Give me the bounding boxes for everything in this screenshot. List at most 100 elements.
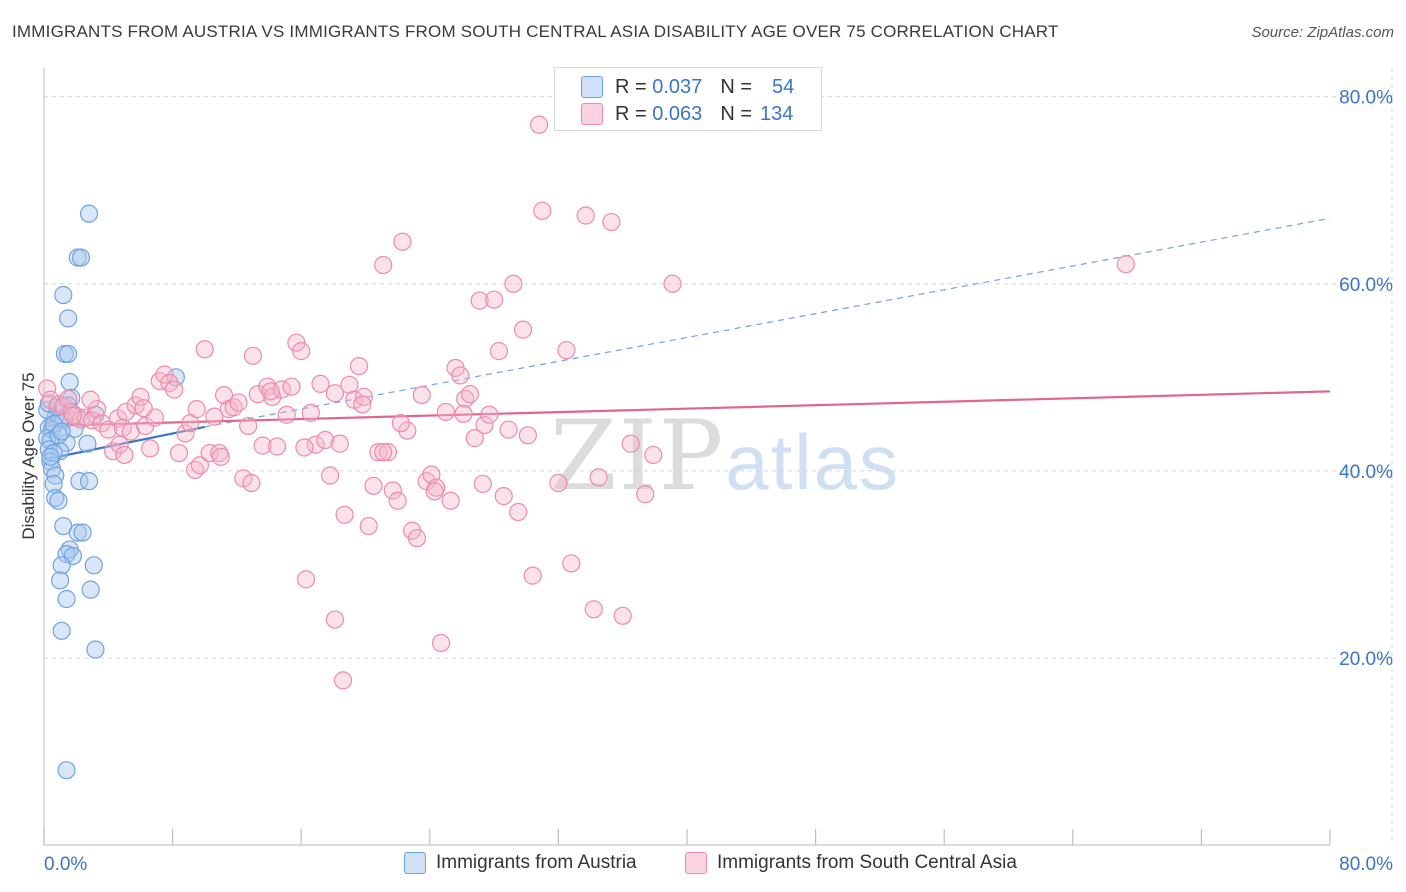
south-central-asia-point [412,385,431,405]
south-central-asia-point [436,402,455,422]
south-central-asia-point [374,443,393,462]
bottom-legend-swatch-south-central-asia [685,852,707,874]
source-label[interactable]: Source: ZipAtlas.com [1251,24,1394,41]
south-central-asia-point [353,395,372,414]
south-central-asia-point [239,416,258,436]
south-central-asia-point [187,400,206,419]
austria-point [57,589,76,609]
south-central-asia-point [359,516,378,536]
south-central-asia-point [364,476,383,495]
south-central-asia-point [549,473,568,493]
austria-point [44,474,63,494]
x-tick-label-max: 80.0% [1339,854,1393,875]
austria-point [52,621,71,640]
south-central-asia-point [584,600,603,619]
south-central-asia-point [190,456,210,475]
trend-lines [43,217,1331,461]
south-central-asia-point [282,377,301,396]
austria-point [60,372,79,392]
south-central-asia-point [292,342,311,361]
south-central-asia-point [295,438,314,457]
south-central-asia-point [1116,255,1135,274]
south-central-asia-point [391,414,410,433]
austria-point [41,447,60,466]
south-central-asia-point [134,399,153,418]
south-central-asia-point [441,491,460,510]
austria-point [73,523,92,542]
south-central-asia-point [383,481,402,500]
austria-point [71,248,91,267]
south-central-asia-point [530,115,549,134]
south-central-asia-point [589,468,608,487]
series-south-central-asia-points [38,115,1135,690]
south-central-asia-point [200,443,219,463]
austria-point [78,434,97,453]
south-central-asia-point [205,407,224,426]
south-central-asia-point [354,387,373,407]
legend-swatch-austria [581,76,603,98]
south-central-asia-point [229,393,248,412]
bottom-legend-austria[interactable]: Immigrants from Austria [404,852,637,874]
y-tick-label: 60.0% [1339,275,1393,296]
south-central-asia-point [165,380,184,399]
south-central-asia-point [533,201,552,220]
bottom-legend-label-austria: Immigrants from Austria [436,852,637,873]
austria-point [84,556,103,575]
south-central-asia-point [513,320,533,339]
south-central-asia-point [499,420,518,439]
south-central-asia-point [333,671,353,690]
south-central-asia-point [480,405,499,424]
legend-row-austria: R = 0.037 N = 54 [555,74,794,100]
south-central-asia-point [306,435,325,454]
south-central-asia-trend-line [43,390,1331,428]
south-central-asia-point [316,430,335,450]
axes [43,68,1331,846]
south-central-asia-point [253,436,272,455]
south-central-asia-point [562,554,581,573]
south-central-asia-point [431,633,451,653]
south-central-asia-point [470,291,489,310]
legend-row-south-central-asia: R = 0.063 N = 134 [555,101,793,127]
south-central-asia-point [473,474,492,494]
watermark-atlas: atlas [725,418,900,506]
austria-point [52,556,71,575]
south-central-asia-point [267,437,287,456]
chart-title: IMMIGRANTS FROM AUSTRIA VS IMMIGRANTS FR… [12,22,1059,41]
austria-point [59,309,78,328]
south-central-asia-point [131,387,150,407]
south-central-asia-point [369,443,388,462]
legend-r-label: R = [615,75,647,98]
south-central-asia-point [277,405,296,424]
south-central-asia-point [104,442,123,461]
south-central-asia-point [349,356,369,376]
south-central-asia-point [63,406,83,425]
x-tick-label-min: 0.0% [44,854,87,875]
austria-point [49,491,68,510]
south-central-asia-point [494,487,513,506]
austria-point [52,422,71,441]
south-central-asia-point [296,570,316,589]
austria-point [46,488,65,508]
legend-r-value: 0.037 [652,75,703,98]
bottom-legend-south-central-asia[interactable]: Immigrants from South Central Asia [685,852,1017,874]
south-central-asia-point [287,333,306,352]
south-central-asia-point [621,434,640,453]
south-central-asia-point [504,274,523,293]
tick-labels: 20.0% 40.0% 60.0% 80.0% 0.0% 80.0% [44,88,1393,875]
austria-point [57,761,76,780]
south-central-asia-point [335,505,354,524]
south-central-asia-point [509,502,528,522]
austria-point [57,545,76,564]
austria-trend-extension [204,217,1331,428]
south-central-asia-point [454,404,473,423]
south-central-asia-point [485,290,504,309]
bottom-legend-label-south-central-asia: Immigrants from South Central Asia [717,852,1017,873]
south-central-asia-point [518,426,537,445]
south-central-asia-point [393,232,412,251]
austria-point [54,285,73,305]
south-central-asia-point [465,429,484,448]
legend-n-value: 134 [760,102,794,125]
austria-point [50,571,70,590]
south-central-asia-point [243,346,263,365]
